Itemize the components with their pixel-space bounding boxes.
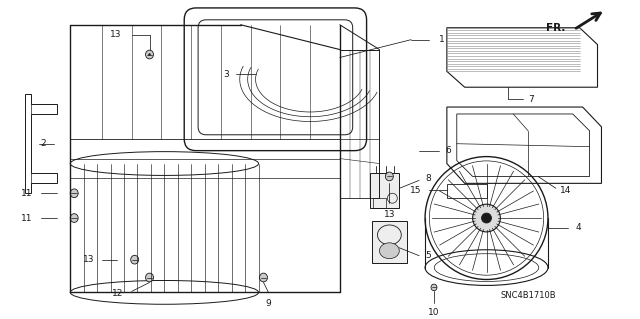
Text: 9: 9 [266, 299, 271, 308]
Text: 2: 2 [41, 139, 47, 148]
Text: 13: 13 [383, 210, 395, 219]
Bar [372, 221, 407, 263]
Ellipse shape [148, 54, 150, 56]
Text: 4: 4 [576, 223, 581, 233]
Text: 3: 3 [223, 70, 229, 79]
Text: 15: 15 [410, 186, 421, 195]
Bar [372, 198, 387, 208]
Text: 8: 8 [425, 174, 431, 183]
Text: 13: 13 [83, 255, 94, 264]
Text: 13: 13 [110, 30, 122, 39]
Text: SNC4B1710B: SNC4B1710B [500, 291, 556, 300]
Text: FR.: FR. [547, 23, 566, 33]
Ellipse shape [472, 204, 500, 232]
Text: 11: 11 [21, 213, 33, 223]
Text: 10: 10 [428, 308, 440, 317]
Text: 14: 14 [560, 186, 572, 195]
Bar [447, 184, 486, 198]
Bar [369, 174, 399, 208]
Ellipse shape [131, 255, 139, 264]
Ellipse shape [260, 273, 268, 282]
Text: 5: 5 [425, 251, 431, 260]
Text: 11: 11 [21, 189, 33, 198]
Ellipse shape [70, 189, 78, 198]
Ellipse shape [385, 172, 394, 181]
Ellipse shape [431, 284, 437, 291]
Ellipse shape [70, 214, 78, 222]
Ellipse shape [380, 243, 399, 259]
Ellipse shape [145, 273, 154, 282]
Text: 1: 1 [439, 35, 445, 44]
Text: 6: 6 [445, 146, 451, 155]
Text: 12: 12 [113, 289, 124, 298]
Ellipse shape [481, 213, 492, 223]
Text: 7: 7 [528, 95, 534, 104]
Ellipse shape [145, 50, 154, 59]
